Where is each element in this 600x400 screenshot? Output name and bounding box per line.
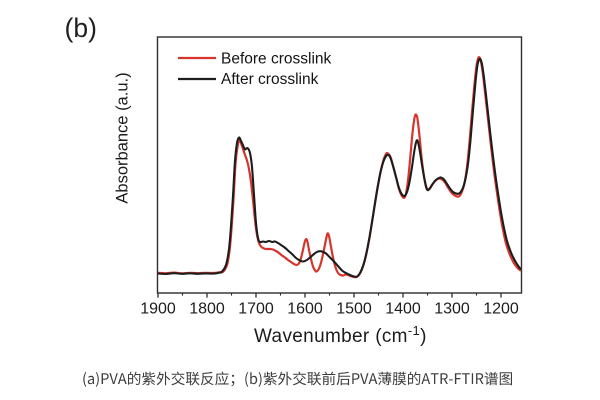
svg-text:1400: 1400 (385, 301, 421, 318)
svg-text:1600: 1600 (287, 301, 323, 318)
svg-text:1300: 1300 (434, 301, 470, 318)
svg-text:1800: 1800 (189, 301, 225, 318)
svg-text:1500: 1500 (336, 301, 372, 318)
svg-text:After crosslink: After crosslink (221, 71, 319, 88)
svg-text:1200: 1200 (483, 301, 519, 318)
svg-text:Wavenumber (cm-1): Wavenumber (cm-1) (254, 323, 427, 347)
svg-text:Absorbance (a.u.): Absorbance (a.u.) (114, 72, 132, 203)
svg-text:1900: 1900 (140, 301, 176, 318)
svg-text:1700: 1700 (238, 301, 274, 318)
svg-text:Before crosslink: Before crosslink (221, 51, 332, 68)
svg-text:(b): (b) (65, 13, 97, 43)
